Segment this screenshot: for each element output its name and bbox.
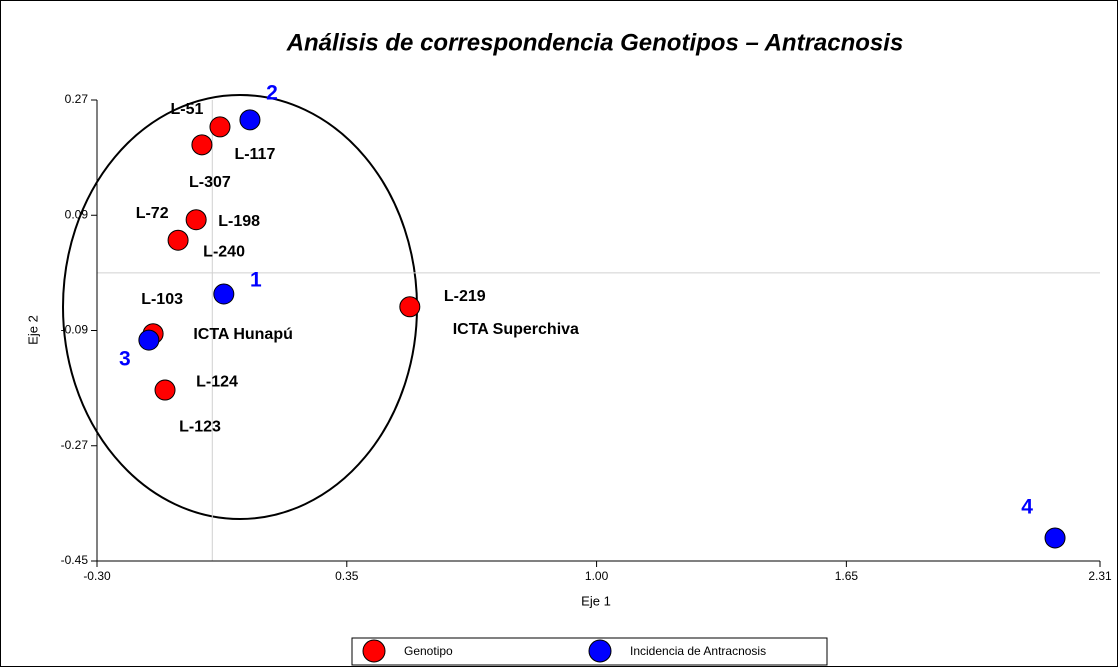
point xyxy=(167,229,189,251)
point-label: L-117 xyxy=(234,146,275,163)
legend-label: Incidencia de Antracnosis xyxy=(630,644,766,658)
point xyxy=(213,283,235,305)
point xyxy=(239,109,261,131)
point-label: ICTA Hunapú xyxy=(193,326,293,343)
point-label: L-51 xyxy=(171,101,204,118)
y-tick-label: -0.45 xyxy=(61,553,89,567)
point-label: L-124 xyxy=(196,373,238,390)
x-tick-label: 0.35 xyxy=(335,569,359,583)
x-tick-label: -0.30 xyxy=(83,569,111,583)
point-label: L-198 xyxy=(218,213,260,230)
point-label: L-307 xyxy=(189,174,231,191)
legend-swatch xyxy=(362,639,386,663)
point-label: 1 xyxy=(250,269,262,292)
point xyxy=(191,134,213,156)
y-tick-label: -0.09 xyxy=(61,323,89,337)
x-tick-label: 1.65 xyxy=(835,569,859,583)
point xyxy=(1044,527,1066,549)
point xyxy=(185,209,207,231)
point-label: 4 xyxy=(1021,495,1033,518)
point-label: 3 xyxy=(119,348,131,371)
x-tick-label: 1.00 xyxy=(585,569,609,583)
legend-swatch xyxy=(588,639,612,663)
point xyxy=(138,329,160,351)
y-tick-label: -0.27 xyxy=(61,438,89,452)
point xyxy=(154,379,176,401)
x-axis-label: Eje 1 xyxy=(581,593,611,608)
chart-title: Análisis de correspondencia Genotipos – … xyxy=(286,29,904,56)
point-label: L-123 xyxy=(179,418,221,435)
y-tick-label: 0.27 xyxy=(65,92,89,106)
point-label: L-103 xyxy=(141,291,183,308)
point-label: 2 xyxy=(266,81,278,104)
point xyxy=(209,116,231,138)
point xyxy=(399,296,421,318)
point-label: L-219 xyxy=(444,288,486,305)
point-label: ICTA Superchiva xyxy=(453,321,579,338)
point-label: L-240 xyxy=(203,243,245,260)
y-tick-label: 0.09 xyxy=(65,207,89,221)
x-tick-label: 2.31 xyxy=(1088,569,1112,583)
point-label: L-72 xyxy=(136,205,169,222)
y-axis-label: Eje 2 xyxy=(25,315,40,345)
legend-label: Genotipo xyxy=(404,644,453,658)
